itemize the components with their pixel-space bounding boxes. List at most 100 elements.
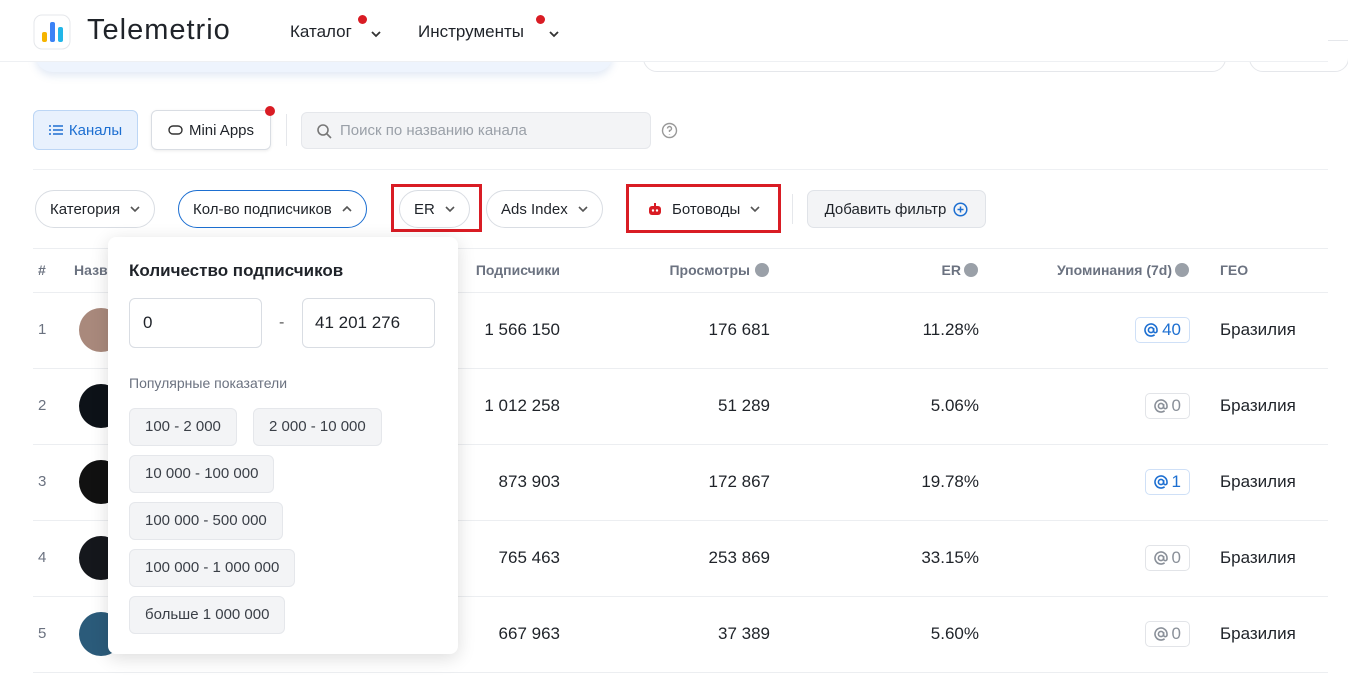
mentions-count: 40	[1162, 320, 1181, 339]
tab-label: Каналы	[68, 121, 123, 139]
mentions-badge[interactable]: 0	[1144, 393, 1190, 419]
column-header[interactable]: Подписчики	[475, 262, 560, 278]
gamepad-icon	[168, 125, 183, 135]
subscribers: 1 012 258	[484, 396, 560, 415]
mentions-badge[interactable]: 0	[1144, 621, 1190, 647]
geo: Бразилия	[1220, 472, 1296, 491]
table-border	[33, 292, 1328, 293]
info-icon	[1175, 263, 1189, 277]
row-number: 1	[38, 321, 47, 338]
section-label: Популярные показатели	[129, 375, 288, 391]
top-bar: Telemetrio Каталог Инструменты	[0, 0, 1328, 62]
filter[interactable]: Ads Index	[486, 190, 603, 228]
column-header[interactable]: Просмотры	[669, 262, 750, 278]
help-icon[interactable]	[661, 122, 678, 139]
search-input[interactable]: Поиск по названию канала	[301, 112, 651, 149]
range-separator: -	[279, 314, 285, 331]
list-icon	[48, 125, 63, 135]
nav-item[interactable]: Инструменты	[418, 22, 525, 41]
table-border	[33, 248, 1328, 249]
logo-icon	[33, 14, 71, 50]
geo: Бразилия	[1220, 320, 1296, 339]
range-chip[interactable]: 100 000 - 1 000 000	[129, 549, 296, 587]
filter-label: Кол-во подписчиков	[193, 200, 332, 218]
filter[interactable]: Кол-во подписчиков	[178, 190, 367, 228]
search-placeholder: Поиск по названию канала	[340, 122, 527, 139]
er: 11.28%	[922, 320, 979, 339]
row-divider	[33, 444, 1328, 445]
chevron	[750, 206, 760, 213]
range-chip[interactable]: 100 - 2 000	[129, 408, 237, 446]
max-input[interactable]: 41 201 276	[302, 298, 435, 348]
mentions-count: 0	[1171, 624, 1181, 643]
badge-dot	[358, 15, 367, 24]
add-filter-button[interactable]: Добавить фильтр	[807, 190, 986, 228]
er: 19.78%	[921, 472, 979, 491]
er: 33.15%	[921, 548, 979, 567]
chevron	[342, 205, 352, 212]
mentions-badge[interactable]: 1	[1144, 469, 1190, 495]
dropdown: Количество подписчиков 0 - 41 201 276 По…	[108, 237, 458, 654]
range-chip[interactable]: 10 000 - 100 000	[129, 455, 275, 493]
row-divider	[33, 672, 1328, 673]
range-chip[interactable]: больше 1 000 000	[129, 596, 286, 634]
range-chip[interactable]: 2 000 - 10 000	[253, 408, 382, 446]
column-header[interactable]: ER	[941, 262, 961, 278]
geo: Бразилия	[1220, 548, 1296, 567]
info-icon	[964, 263, 978, 277]
views: 51 289	[718, 396, 770, 415]
views: 253 869	[708, 548, 770, 567]
bot-icon	[649, 202, 661, 215]
row-number: 3	[38, 473, 47, 490]
geo: Бразилия	[1220, 396, 1296, 415]
views: 172 867	[708, 472, 770, 491]
column-header[interactable]: Упоминания (7d)	[1057, 262, 1172, 278]
badge-dot	[265, 106, 275, 116]
filter[interactable]: Ботоводы	[634, 190, 775, 228]
er: 5.60%	[930, 624, 979, 643]
mentions-badge[interactable]: 0	[1144, 545, 1190, 571]
mentions-count: 1	[1171, 472, 1181, 491]
min-input[interactable]: 0	[129, 298, 262, 348]
tab-channels[interactable]: Каналы	[33, 110, 138, 150]
mentions-badge[interactable]: 40	[1135, 317, 1190, 343]
button-label: Добавить фильтр	[824, 200, 947, 218]
badge-dot	[536, 15, 545, 24]
filter[interactable]: Категория	[35, 190, 156, 228]
range-chip[interactable]: 100 000 - 500 000	[129, 502, 283, 540]
er: 5.06%	[930, 396, 979, 415]
filter-label: Ботоводы	[672, 200, 741, 218]
at-icon	[1144, 323, 1158, 337]
divider	[286, 114, 287, 146]
mentions-count: 0	[1171, 396, 1181, 415]
dropdown-title: Количество подписчиков	[129, 261, 344, 280]
column-header[interactable]: ГЕО	[1220, 262, 1249, 278]
nav-item[interactable]: Каталог	[290, 22, 352, 41]
chevron	[130, 206, 140, 213]
at-icon	[1153, 551, 1168, 565]
row-divider	[33, 368, 1328, 369]
geo: Бразилия	[1220, 624, 1296, 643]
tab-label: Mini Apps	[188, 121, 255, 139]
at-icon	[1153, 627, 1168, 641]
subscribers: 667 963	[498, 624, 560, 643]
row-divider	[33, 520, 1328, 521]
tab-mini-apps[interactable]: Mini Apps	[151, 110, 271, 150]
divider	[33, 169, 1328, 170]
row-divider	[33, 596, 1328, 597]
filter-label: ER	[414, 200, 435, 218]
logo-text[interactable]: Telemetrio	[87, 14, 231, 46]
subscribers: 1 566 150	[484, 320, 560, 339]
views: 176 681	[708, 320, 770, 339]
divider	[792, 194, 793, 224]
filter-label: Ads Index	[501, 200, 568, 218]
subscribers: 873 903	[498, 472, 560, 491]
info-icon	[755, 263, 769, 277]
subscribers: 765 463	[498, 548, 560, 567]
row-number: 5	[38, 625, 47, 642]
column-header[interactable]: #	[38, 262, 46, 278]
at-icon	[1153, 475, 1168, 489]
filter[interactable]: ER	[399, 190, 470, 228]
highlight-box	[626, 184, 781, 233]
